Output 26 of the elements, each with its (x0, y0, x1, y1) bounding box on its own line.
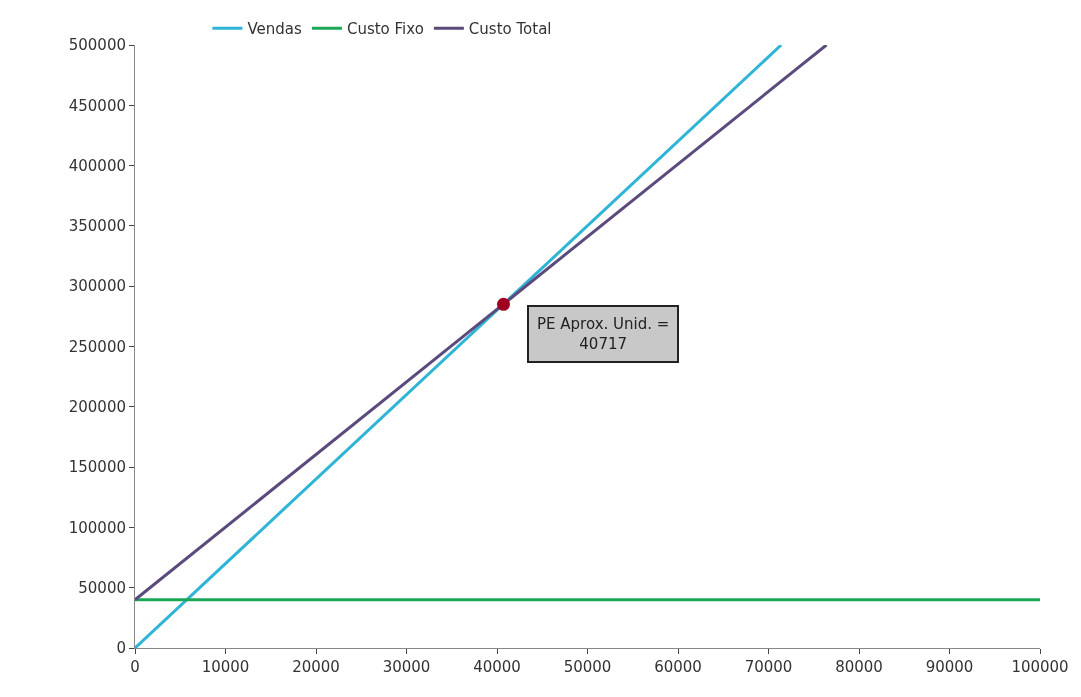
y-tick-label: 100000 (68, 518, 126, 537)
x-tick-label: 90000 (925, 658, 974, 676)
legend-label: Custo Total (468, 20, 552, 39)
x-tick-label: 20000 (292, 658, 340, 676)
x-tick-label: 30000 (382, 658, 431, 676)
annotation: PE Aprox. Unid. = 40717 (537, 315, 670, 353)
x-tick-label: 10000 (201, 658, 250, 676)
legend-label: Vendas (247, 20, 302, 39)
y-tick-label: 350000 (68, 217, 126, 236)
x-tick-label: 60000 (654, 658, 702, 676)
x-tick-label: 40000 (473, 658, 521, 676)
x-tick-label: 80000 (835, 658, 883, 676)
y-tick-label: 250000 (68, 337, 126, 356)
x-tick-label: 70000 (744, 658, 793, 676)
y-tick-label: 0 (116, 639, 126, 658)
x-tick-label: 100000 (1011, 658, 1069, 676)
x-tick-label: 50000 (563, 658, 612, 676)
y-tick-label: 200000 (68, 398, 126, 417)
y-tick-label: 50000 (78, 578, 126, 597)
y-tick-label: 450000 (68, 96, 126, 115)
y-tick-label: 150000 (68, 458, 126, 477)
legend-label: Custo Fixo (346, 20, 424, 39)
x-tick-label: 0 (130, 658, 140, 676)
y-tick-label: 500000 (68, 36, 126, 55)
y-tick-label: 300000 (68, 277, 126, 296)
y-tick-label: 400000 (68, 156, 126, 175)
